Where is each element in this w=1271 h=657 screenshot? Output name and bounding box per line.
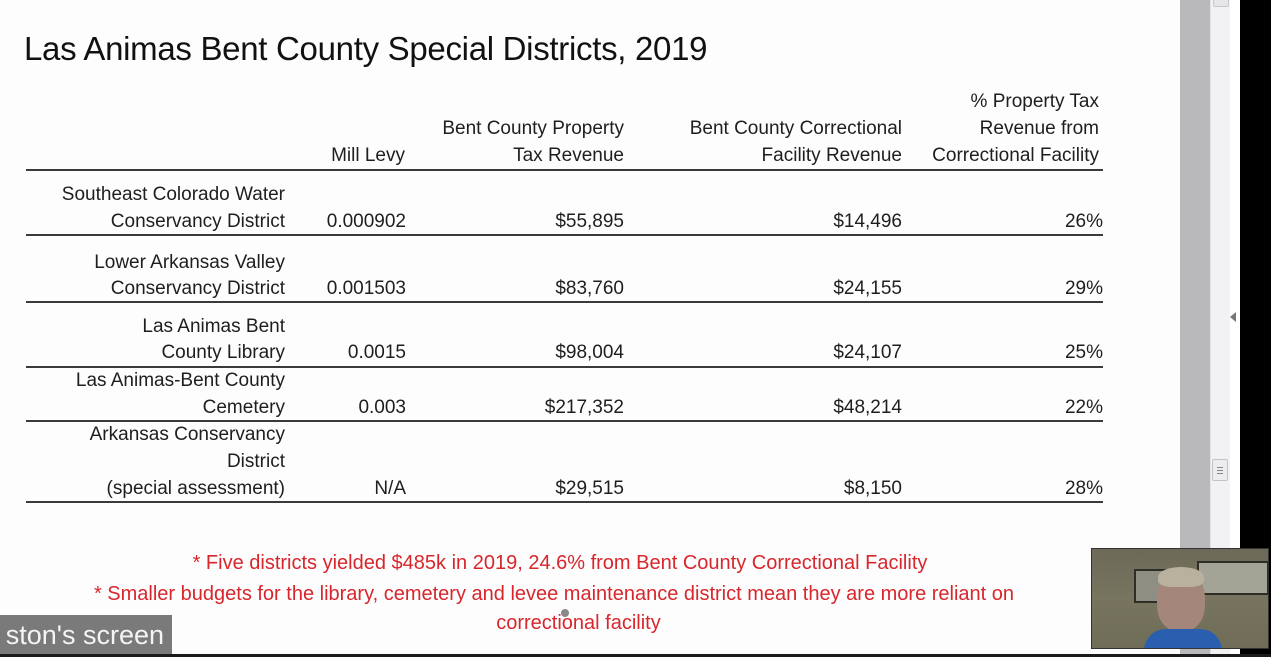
header-property-tax-line2: Tax Revenue [513,145,624,166]
footnote-1: * Five districts yielded $485k in 2019, … [192,552,928,574]
mill-levy: N/A [374,478,406,499]
row-divider [26,301,1103,303]
presenter-webcam[interactable] [1091,548,1269,649]
header-pct-line2: Revenue from [979,118,1099,139]
district-name: (special assessment) [106,478,285,499]
screen-share-label: ston's screen [0,615,172,655]
footnote-2: * Smaller budgets for the library, cemet… [93,583,1015,605]
row-divider [26,501,1103,503]
screen-edge [1240,0,1271,657]
pct-correctional: 26% [1064,211,1103,232]
bottom-edge [0,654,1271,657]
district-name: Southeast Colorado Water [61,184,285,205]
property-tax: $55,895 [555,211,624,232]
district-name: Conservancy District [110,211,285,232]
slide-title: Las Animas Bent County Special Districts… [24,30,708,67]
header-correctional-line1: Bent County Correctional [689,118,902,139]
mill-levy: 0.003 [358,397,406,418]
mill-levy: 0.000902 [326,211,406,232]
correctional-revenue: $24,155 [833,278,902,299]
editor-margin [1180,0,1210,654]
district-name: District [226,451,285,472]
vertical-scrollbar[interactable] [1210,0,1230,654]
district-name: Conservancy District [110,278,285,299]
property-tax: $29,515 [555,478,624,499]
footnote-3: correctional facility [496,612,661,634]
row-divider [26,420,1103,422]
mill-levy: 0.0015 [347,342,406,363]
pct-correctional: 22% [1064,397,1103,418]
header-mill-levy: Mill Levy [331,145,405,166]
district-name: Las Animas-Bent County [75,370,285,391]
row-divider [26,234,1103,236]
mouse-pointer-dot [561,609,569,617]
scrollbar-thumb[interactable] [1212,459,1228,481]
district-name: Las Animas Bent [142,316,285,337]
property-tax: $83,760 [555,278,624,299]
correctional-revenue: $24,107 [833,342,902,363]
wall-picture-frame [1197,561,1268,595]
pct-correctional: 29% [1064,278,1103,299]
header-correctional-line2: Facility Revenue [761,145,902,166]
presentation-slide: Las Animas Bent County Special Districts… [24,30,1103,634]
district-name: Lower Arkansas Valley [94,252,285,273]
correctional-revenue: $8,150 [843,478,902,499]
scrollbar-top-handle[interactable] [1213,0,1229,7]
header-divider [26,169,1103,171]
district-name: Arkansas Conservancy [89,424,285,445]
correctional-revenue: $14,496 [833,211,902,232]
pct-correctional: 28% [1064,478,1103,499]
district-name: County Library [161,342,285,363]
property-tax: $217,352 [544,397,624,418]
pct-correctional: 25% [1064,342,1103,363]
mill-levy: 0.001503 [326,278,406,299]
presenter-shirt [1144,629,1222,648]
header-pct-line3: Correctional Facility [932,145,1099,166]
header-property-tax-line1: Bent County Property [442,118,624,139]
presenter-hair [1158,567,1204,587]
header-pct-line1: % Property Tax [970,91,1099,112]
collapse-left-arrow-icon[interactable] [1230,312,1236,322]
property-tax: $98,004 [555,342,624,363]
row-divider [26,366,1103,368]
correctional-revenue: $48,214 [833,397,902,418]
district-name: Cemetery [202,397,285,418]
